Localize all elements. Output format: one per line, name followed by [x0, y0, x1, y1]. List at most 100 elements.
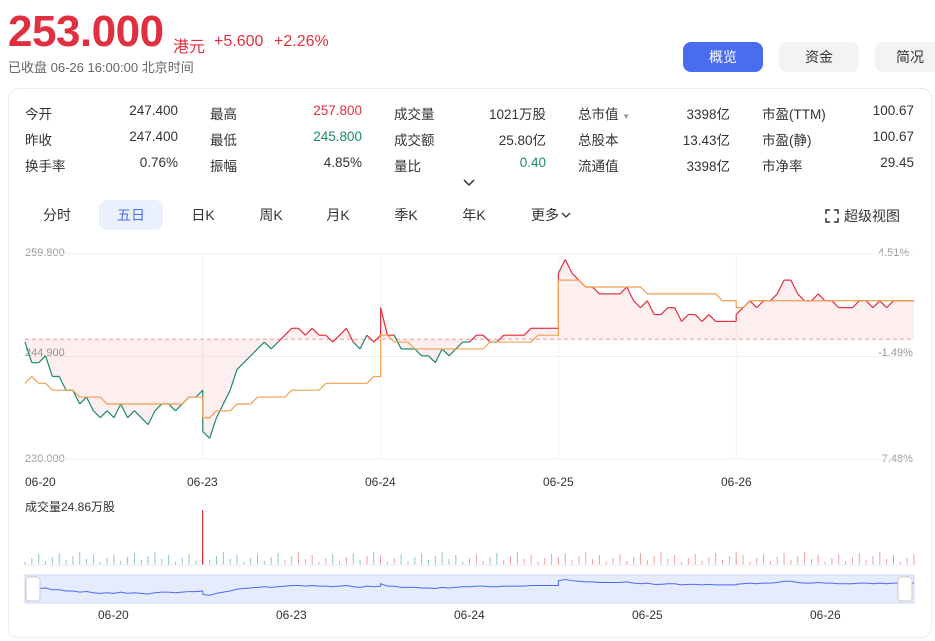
volume-bar — [154, 552, 156, 565]
volume-bar — [537, 562, 539, 565]
tab-yearly-k[interactable]: 年K — [462, 207, 486, 223]
amplitude-value: 4.85% — [323, 155, 362, 170]
price-line-segment — [564, 259, 573, 274]
price-line-segment — [441, 348, 450, 357]
volume-bar — [380, 555, 382, 565]
price-line-segment — [263, 341, 272, 350]
price-line-segment — [619, 286, 628, 295]
price-line-segment — [86, 396, 94, 412]
volume-bar — [455, 555, 457, 565]
volume-bar — [339, 561, 341, 565]
price-line-segment — [428, 355, 436, 364]
volume-bar — [386, 562, 388, 565]
volume-bar — [475, 554, 477, 565]
super-view-button[interactable]: 超级视图 — [825, 206, 900, 226]
price-line-segment — [708, 314, 717, 322]
volume-bar — [462, 562, 464, 565]
volume-bar — [298, 552, 300, 565]
total-shares-value: 13.43亿 — [682, 133, 730, 148]
volume-bar — [120, 561, 122, 565]
price-line-segment — [469, 334, 477, 343]
price-line-segment — [886, 300, 894, 309]
price-line-segment — [195, 389, 204, 398]
volume-bar — [147, 556, 149, 565]
volume-bar — [708, 557, 710, 565]
volume-bar — [886, 559, 888, 565]
range-handle-right[interactable] — [897, 576, 913, 602]
volume-bar — [899, 562, 901, 565]
price-line-segment — [168, 403, 176, 412]
amplitude-label: 振幅 — [210, 159, 237, 174]
price-line-segment — [831, 300, 840, 309]
volume-bar — [72, 556, 74, 565]
price-line-segment — [681, 314, 689, 322]
tab-daily-k[interactable]: 日K — [191, 207, 215, 223]
price-line-segment — [448, 348, 457, 357]
price-line-segment — [701, 314, 710, 322]
price-line-segment — [790, 279, 799, 295]
volume-bar — [851, 557, 853, 565]
x-date-3: 06-25 — [543, 475, 574, 489]
tab-more-label: 更多 — [531, 207, 559, 223]
volume-bar — [612, 558, 614, 565]
price-line-segment — [277, 334, 286, 343]
volume-bar — [544, 558, 546, 565]
volume-bar — [619, 554, 621, 565]
mktcap-label[interactable]: 总市值 ▼ — [578, 103, 630, 123]
volume-bar — [38, 554, 40, 565]
total-shares-label: 总股本 — [578, 133, 619, 148]
tab-funds[interactable]: 资金 — [779, 42, 859, 72]
volume-label: 成交量 — [394, 107, 435, 122]
volume-bar — [503, 560, 505, 565]
volume-bar — [140, 560, 142, 565]
price-line-segment — [24, 341, 33, 363]
volume-total-label: 成交量24.86万股 — [25, 500, 116, 514]
volume-bar — [127, 557, 129, 565]
volume-bar — [879, 552, 881, 565]
price-line-segment — [674, 307, 683, 322]
x-date-4: 06-26 — [721, 475, 752, 489]
volume-bar — [783, 553, 785, 565]
tab-overview[interactable]: 概览 — [683, 42, 763, 72]
market-status: 已收盘 06-26 16:00:00 北京时间 — [8, 60, 194, 75]
price-line-segment — [154, 403, 163, 412]
high-label: 最高 — [210, 107, 237, 122]
tab-intraday[interactable]: 分时 — [43, 207, 71, 223]
volume-bar — [605, 562, 607, 565]
range-handle-left[interactable] — [25, 576, 41, 602]
vol-ratio-value: 0.40 — [519, 155, 546, 170]
volume-bar — [236, 555, 238, 565]
volume-bar — [113, 554, 115, 565]
price-line-segment — [879, 300, 888, 309]
x-date-2: 06-24 — [365, 475, 396, 489]
tab-monthly-k[interactable]: 月K — [326, 207, 350, 223]
price-line-segment — [202, 431, 211, 439]
tab-five-day[interactable]: 五日 — [99, 200, 163, 230]
tab-profile[interactable]: 简况 — [875, 42, 935, 72]
price-line-segment — [325, 334, 334, 343]
volume-bar — [222, 552, 224, 565]
price-line-segment — [414, 348, 423, 357]
price-line-segment — [646, 300, 655, 315]
tab-quarterly-k[interactable]: 季K — [394, 207, 418, 223]
volume-bar — [523, 559, 525, 565]
open-label: 今开 — [25, 107, 52, 122]
volume-bar — [653, 556, 655, 565]
turnover-label: 成交额 — [394, 133, 435, 148]
price-line-segment — [140, 417, 149, 426]
tab-more[interactable]: 更多 — [526, 200, 576, 230]
low-label: 最低 — [210, 133, 237, 148]
volume-bar — [51, 557, 53, 565]
chevron-down-icon[interactable] — [462, 178, 476, 188]
tab-weekly-k[interactable]: 周K — [259, 207, 283, 223]
price-line-segment — [749, 300, 758, 309]
volume-bar — [578, 556, 580, 565]
price-line-segment — [79, 396, 87, 405]
price-line-segment — [257, 341, 265, 350]
price-line-segment — [311, 327, 320, 336]
volume-bar — [304, 559, 306, 565]
volume-bar-spike — [202, 510, 204, 565]
price-line-segment — [304, 327, 313, 336]
volume-bar — [407, 561, 409, 565]
